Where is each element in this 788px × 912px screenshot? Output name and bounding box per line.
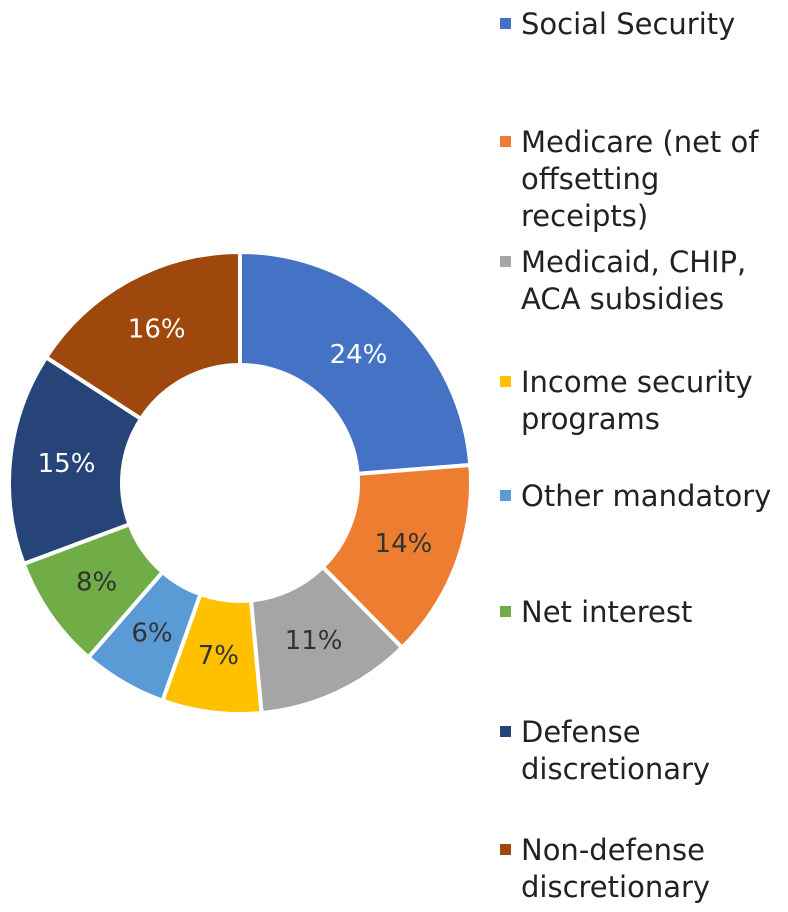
chart-legend: Social Security Medicare (net of offsettin… — [500, 0, 788, 912]
legend-swatch — [500, 726, 511, 737]
legend-item: Other mandatory — [500, 478, 781, 515]
slice-value-label: 6% — [131, 619, 172, 649]
legend-label: Medicare (net of offsetting receipts) — [521, 125, 759, 233]
legend-label: Medicaid, CHIP, ACA subsidies — [521, 245, 747, 316]
slice-social-security — [238, 249, 473, 476]
slice-labels: 24% 14% 11% 7% 6% 8% 15% 16% — [38, 315, 433, 671]
legend-label: Income security programs — [521, 365, 753, 436]
legend-label: Other mandatory — [521, 479, 772, 513]
slice-value-label: 7% — [198, 641, 239, 671]
slice-value-label: 15% — [38, 449, 96, 479]
donut-chart: 24% 14% 11% 7% 6% 8% 15% 16% — [7, 249, 473, 716]
legend-swatch — [500, 256, 511, 267]
slice-defense-discretionary — [7, 354, 144, 567]
legend-label: Net interest — [521, 595, 693, 629]
legend-swatch — [500, 606, 511, 617]
legend-item: Income security programs — [500, 364, 781, 438]
slice-non-defense-discretionary — [43, 249, 242, 422]
donut-slices — [7, 249, 473, 716]
legend-label: Social Security — [521, 7, 736, 41]
legend-label: Defense discretionary — [521, 715, 711, 786]
legend-item: Medicare (net of offsetting receipts) — [500, 124, 781, 235]
legend-item: Non-defense discretionary — [500, 832, 781, 906]
legend-item: Net interest — [500, 594, 781, 631]
legend-item: Social Security — [500, 6, 781, 43]
slice-value-label: 11% — [285, 626, 343, 656]
legend-swatch — [500, 490, 511, 501]
slice-value-label: 14% — [375, 529, 433, 559]
legend-swatch — [500, 136, 511, 147]
legend-swatch — [500, 18, 511, 29]
legend-item: Defense discretionary — [500, 714, 781, 788]
legend-item: Medicaid, CHIP, ACA subsidies — [500, 244, 781, 318]
legend-swatch — [500, 844, 511, 855]
slice-value-label: 24% — [330, 340, 388, 370]
legend-label: Non-defense discretionary — [521, 833, 711, 904]
slice-value-label: 16% — [128, 315, 186, 345]
slice-value-label: 8% — [76, 567, 117, 597]
legend-swatch — [500, 376, 511, 387]
